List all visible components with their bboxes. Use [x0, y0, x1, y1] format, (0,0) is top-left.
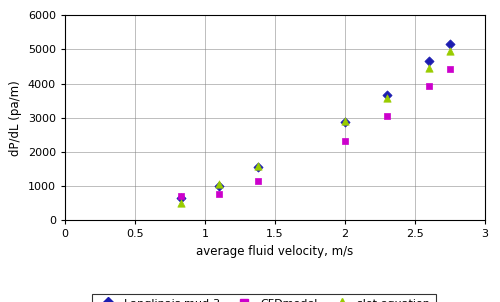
Point	[177, 201, 185, 205]
Point	[254, 164, 262, 169]
Point	[446, 42, 454, 47]
Point	[425, 59, 433, 64]
Point	[177, 193, 185, 198]
Point	[383, 95, 391, 100]
Point	[215, 182, 223, 187]
Point	[383, 114, 391, 118]
Point	[254, 179, 262, 184]
Point	[341, 139, 349, 144]
Point	[341, 119, 349, 124]
Point	[446, 48, 454, 53]
Y-axis label: dP/dL (pa/m): dP/dL (pa/m)	[10, 80, 22, 156]
Point	[177, 195, 185, 200]
Point	[425, 84, 433, 89]
Point	[254, 164, 262, 169]
Legend: Langlinais mud-3, CFDmodel, slot equation: Langlinais mud-3, CFDmodel, slot equatio…	[92, 294, 436, 302]
Point	[383, 92, 391, 97]
Point	[446, 67, 454, 72]
Point	[215, 192, 223, 197]
Point	[425, 66, 433, 71]
Point	[215, 183, 223, 188]
Point	[341, 120, 349, 125]
X-axis label: average fluid velocity, m/s: average fluid velocity, m/s	[196, 245, 354, 258]
